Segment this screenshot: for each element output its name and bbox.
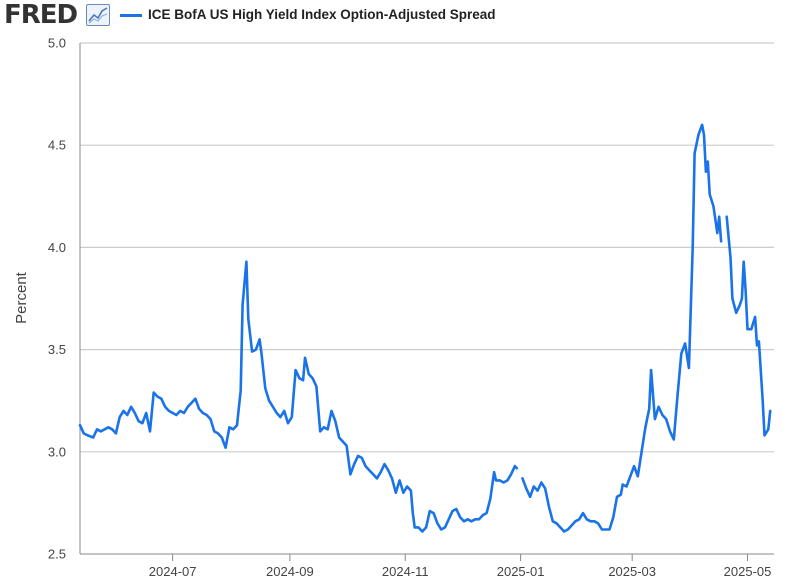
chart-header: FRED ICE BofA US High Yield Index Option… [0,0,787,30]
fred-logo[interactable]: FRED [4,0,78,30]
x-tick-label: 2024-11 [382,564,429,579]
grid-lines [80,42,774,453]
series-line-segment[interactable] [521,123,723,533]
y-tick-labels: 2.5 3.0 3.5 4.0 4.5 5.0 [48,36,66,562]
x-tick-label: 2025-05 [724,564,772,579]
series-line[interactable] [78,123,772,533]
legend-swatch [120,14,142,17]
series-line-segment[interactable] [78,260,519,533]
x-tick-label: 2025-01 [497,564,545,579]
x-tick-labels: 2024-07 2024-09 2024-11 2025-01 2025-03 2025-… [149,564,772,579]
y-tick-label: 3.0 [48,444,66,459]
y-tick-label: 4.5 [48,138,66,153]
y-tick-label: 5.0 [48,36,66,51]
y-tick-label: 4.0 [48,240,66,255]
y-tick-label: 3.5 [48,342,66,357]
series-line-segment[interactable] [725,215,772,437]
x-tick-label: 2024-07 [149,564,197,579]
y-tick-label: 2.5 [48,547,66,562]
line-chart-icon[interactable] [86,4,110,26]
y-axis-label: Percent [13,271,30,324]
x-tick-label: 2024-09 [266,564,314,579]
axes [79,43,774,561]
legend-series-label[interactable]: ICE BofA US High Yield Index Option-Adju… [148,7,496,22]
x-tick-label: 2025-03 [608,564,656,579]
